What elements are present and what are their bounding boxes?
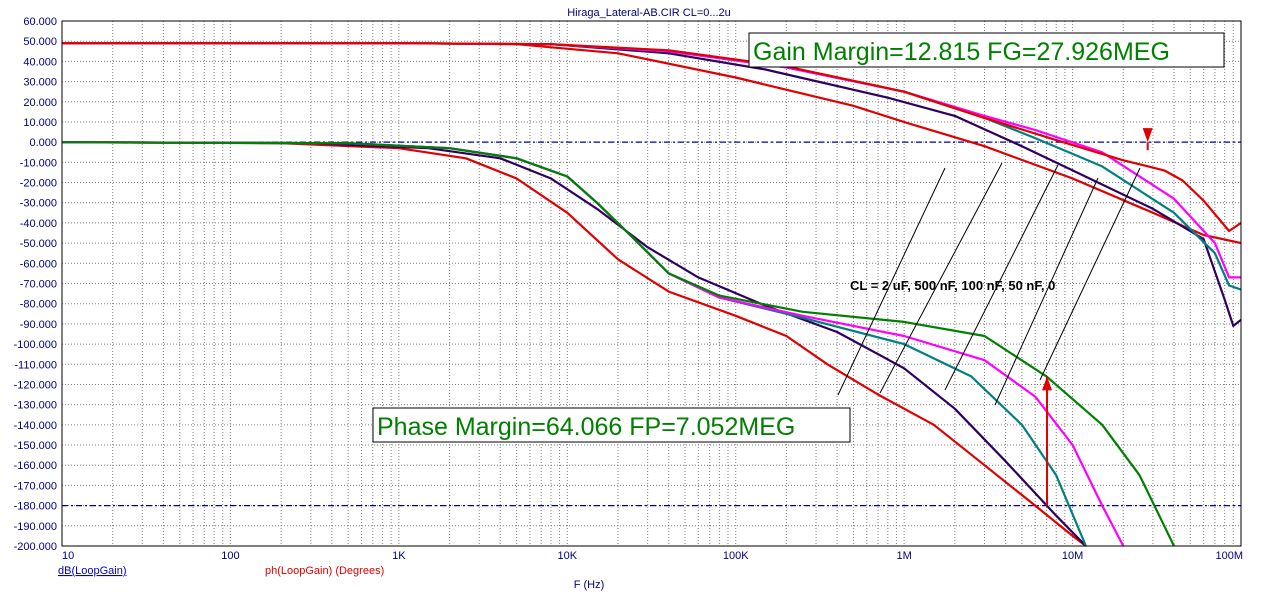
plot-border [61,20,1242,547]
y-tick-label: 40.000 [23,56,57,68]
series-line-6 [61,141,1087,547]
margin-markers [1042,128,1153,506]
series-line-9 [61,141,1175,547]
y-tick-label: -10.000 [20,157,57,169]
legend-phase-loopgain: ph(LoopGain) (Degrees) [265,565,384,577]
x-tick-label: 100M [1215,550,1243,562]
margin-arrow-head [1142,128,1153,143]
y-tick-label: -120.000 [14,379,57,391]
y-tick-label: -60.000 [20,258,57,270]
y-tick-label: -30.000 [20,198,57,210]
y-tick-label: -180.000 [14,501,57,513]
y-tick-label: -170.000 [14,480,57,492]
cl-leader-lines [837,162,1141,406]
margin-arrow-head [1042,376,1053,391]
y-tick-label: -200.000 [14,541,57,553]
x-axis-label: F (Hz) [574,579,605,591]
x-tick-label: 10K [557,550,577,562]
gain-margin-box [748,32,1225,68]
cl-values-label: CL = 2 uF, 500 nF, 100 nF, 50 nF, 0 [850,278,1055,293]
y-tick-label: -20.000 [20,178,57,190]
x-tick-label: 1M [897,550,912,562]
grid [61,20,1241,547]
phase-margin-text: Phase Margin=64.066 FP=7.052MEG [377,413,795,441]
leader-line [1039,167,1141,381]
series-group [61,42,1242,547]
y-tick-label: 10.000 [23,117,57,129]
gain-margin-annotation: Gain Margin=12.815 FG=27.926MEG [748,32,1225,68]
y-tick-label: -150.000 [14,440,57,452]
chart-title: Hiraga_Lateral-AB.CIR CL=0...2u [567,7,731,19]
x-tick-label: 100 [221,550,239,562]
leader-line [837,167,946,396]
y-tick-label: 0.000 [29,137,57,149]
gain-margin-text: Gain Margin=12.815 FG=27.926MEG [753,38,1170,66]
y-tick-label: -190.000 [14,521,57,533]
y-tick-label: -40.000 [20,218,57,230]
x-tick-label: 1K [392,550,406,562]
y-tick-label: 30.000 [23,77,57,89]
legend-dB-loopgain: dB(LoopGain) [58,565,127,577]
y-tick-labels: 60.000 50.000 40.000 30.000 20.000 10.000 0.00… [14,16,57,553]
leader-line [944,164,1059,391]
y-tick-label: -70.000 [20,279,57,291]
x-tick-label: 10M [1062,550,1083,562]
y-tick-label: -160.000 [14,460,57,472]
series-line-5 [61,141,1087,547]
leader-line [994,177,1099,406]
y-tick-label: 60.000 [23,16,57,28]
phase-margin-annotation: Phase Margin=64.066 FP=7.052MEG [372,407,851,443]
y-tick-label: -50.000 [20,238,57,250]
phase-margin-box [372,407,851,443]
series-line-4 [62,42,1242,233]
y-tick-label: -100.000 [14,339,57,351]
x-tick-label: 100K [723,550,749,562]
y-tick-label: -80.000 [20,299,57,311]
y-tick-label: -130.000 [14,400,57,412]
leader-line [879,162,1003,394]
y-tick-label: 20.000 [23,97,57,109]
x-tick-label: 10 [62,550,74,562]
y-tick-label: -90.000 [20,319,57,331]
y-tick-label: -110.000 [14,359,57,371]
y-tick-label: -140.000 [14,420,57,432]
x-tick-labels: 10 100 1K 10K 100K 1M 10M 100M [62,550,1243,562]
y-tick-label: 50.000 [23,36,57,48]
